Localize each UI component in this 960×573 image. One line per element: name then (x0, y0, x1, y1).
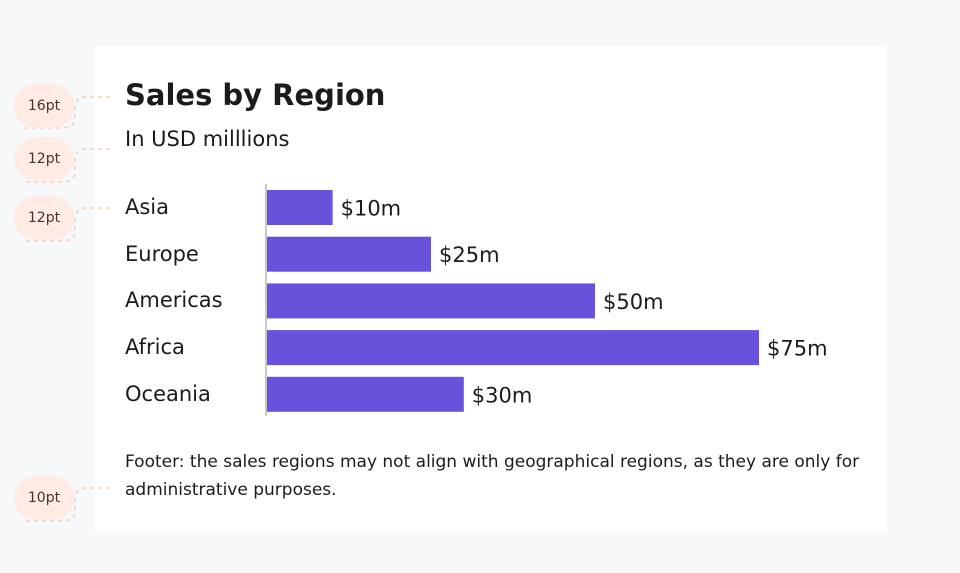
chart-subtitle: In USD milllions (125, 127, 290, 151)
category-label: Americas (125, 288, 223, 312)
font-size-annotation: 10pt (14, 476, 74, 520)
bar-africa (267, 330, 759, 366)
bar-americas (267, 283, 595, 319)
category-label: Oceania (125, 382, 211, 406)
bar-europe (267, 236, 431, 272)
value-label: $50m (603, 290, 664, 314)
chart-footer: Footer: the sales regions may not align … (125, 452, 860, 500)
value-label: $10m (341, 197, 402, 221)
value-label: $25m (439, 243, 500, 267)
font-size-annotation: 16pt (14, 84, 74, 128)
category-label: Africa (125, 335, 185, 359)
category-label: Europe (125, 242, 199, 266)
bar-asia (267, 190, 333, 225)
annotation-connectors (22, 96, 110, 522)
chart-title: Sales by Region (125, 78, 386, 112)
category-label: Asia (125, 195, 170, 219)
font-size-annotation: 12pt (14, 196, 74, 240)
font-size-annotation: 12pt (14, 137, 74, 181)
value-label: $75m (767, 337, 828, 361)
value-label: $30m (472, 383, 533, 407)
bar-oceania (267, 376, 464, 412)
